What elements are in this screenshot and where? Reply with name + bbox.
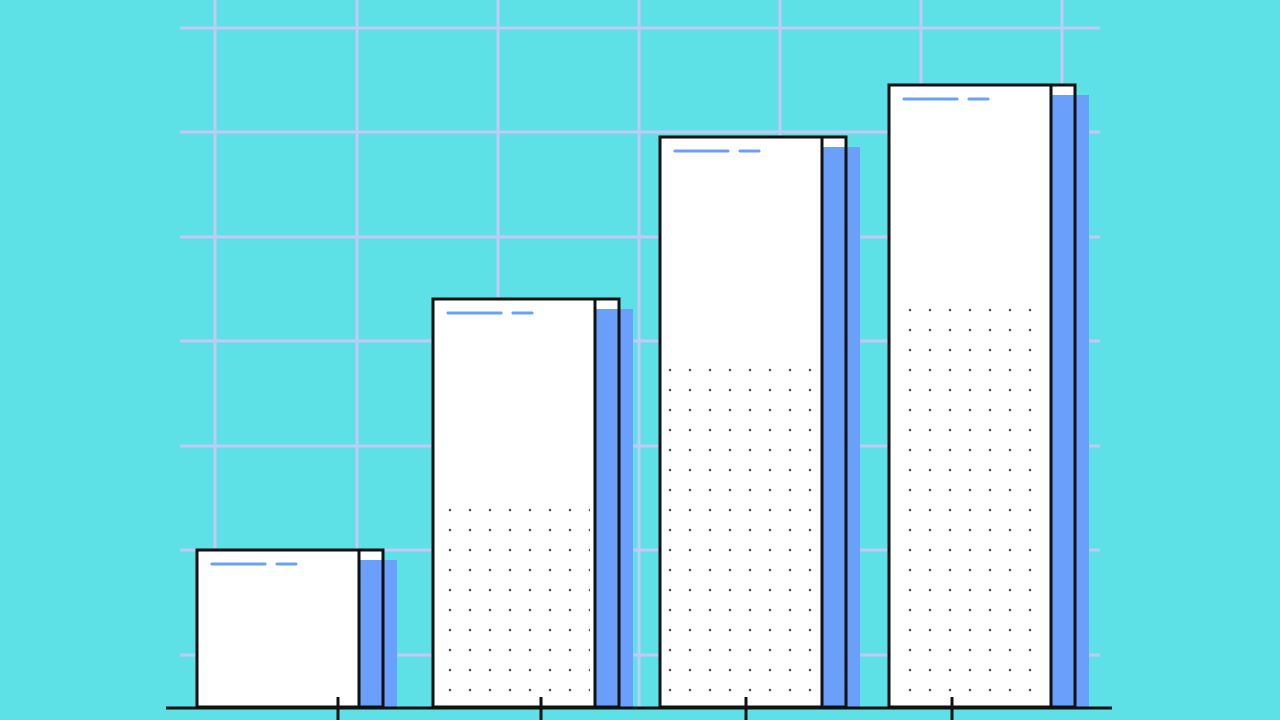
bar-group [195,83,1089,709]
bar [195,548,397,709]
bar [887,83,1089,709]
bar-side-accent [360,560,382,706]
bar-side-accent [596,309,618,706]
bar-side-accent [823,147,845,706]
bar-side-accent [1052,95,1074,706]
bar-front-face [195,548,361,709]
bar-dotted-fill [894,294,1046,704]
bar [658,135,860,709]
bar-dotted-fill [438,508,590,704]
bar [431,297,633,709]
x-axis [166,697,1112,720]
bar-dotted-fill [665,352,817,704]
